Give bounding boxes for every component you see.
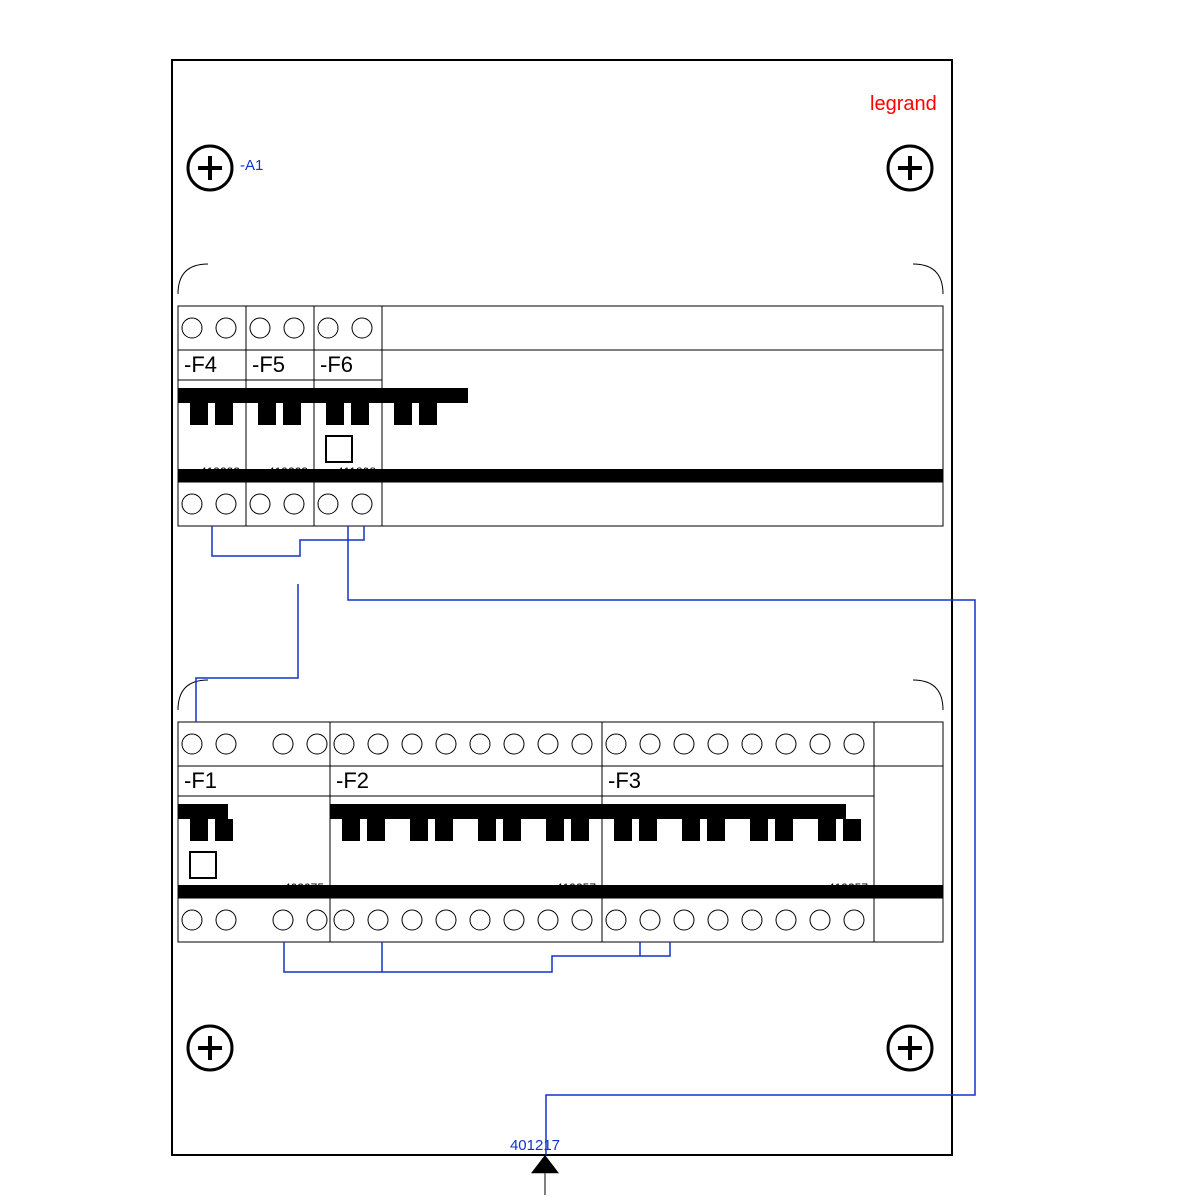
lower-bar xyxy=(178,885,943,898)
breaker-comb xyxy=(178,804,228,819)
breaker-label: -F3 xyxy=(608,768,641,793)
breaker-label: -F5 xyxy=(252,352,285,377)
breaker-label: -F1 xyxy=(184,768,217,793)
breaker-comb xyxy=(330,804,846,819)
terminal-band-top xyxy=(178,306,943,350)
breaker-comb xyxy=(178,388,468,403)
panel-marker: -A1 xyxy=(240,157,263,174)
breaker-label: -F6 xyxy=(320,352,353,377)
electrical-panel: legrand-A1-F4419223-F5419223-F6411808-F1… xyxy=(0,0,1200,1200)
terminal-band-bottom xyxy=(178,482,943,526)
brand-label: legrand xyxy=(870,93,937,115)
panel-part-number: 401217 xyxy=(510,1137,560,1154)
breaker-label: -F2 xyxy=(336,768,369,793)
lower-bar xyxy=(178,469,943,482)
breaker-label: -F4 xyxy=(184,352,217,377)
